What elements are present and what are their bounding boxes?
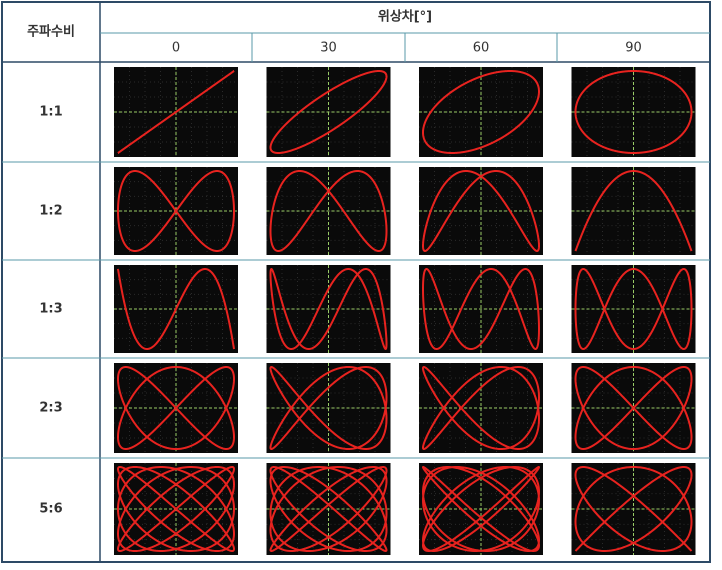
lissajous-figure bbox=[421, 465, 541, 553]
lissajous-figure bbox=[269, 465, 388, 553]
ratio-label: 2:3 bbox=[39, 401, 62, 416]
lissajous-figure bbox=[269, 170, 388, 252]
phase-label: 30 bbox=[320, 41, 337, 56]
phase-header: 위상차[°] bbox=[378, 9, 432, 25]
lissajous-figure bbox=[117, 268, 235, 350]
ratio-label: 1:3 bbox=[39, 302, 62, 317]
lissajous-figure bbox=[574, 268, 693, 351]
lissajous-figure bbox=[269, 365, 388, 451]
lissajous-figure bbox=[269, 267, 388, 351]
lissajous-figure bbox=[117, 170, 235, 252]
ratio-label: 1:1 bbox=[39, 105, 62, 120]
lissajous-figure bbox=[422, 70, 540, 154]
lissajous-figure bbox=[574, 365, 693, 451]
ratio-label: 5:6 bbox=[39, 502, 62, 517]
lissajous-figure bbox=[421, 365, 541, 451]
lissajous-figure bbox=[117, 70, 235, 154]
lissajous-figure bbox=[116, 365, 236, 451]
lissajous-figure bbox=[422, 267, 540, 351]
lissajous-figure bbox=[269, 70, 388, 154]
lissajous-figure bbox=[116, 465, 236, 553]
lissajous-figure bbox=[574, 70, 693, 154]
ratio-header: 주파수비 bbox=[27, 25, 75, 40]
phase-label: 60 bbox=[473, 41, 490, 56]
lissajous-figure bbox=[574, 170, 693, 252]
lissajous-figure bbox=[574, 465, 693, 552]
phase-label: 0 bbox=[172, 41, 180, 56]
ratio-label: 1:2 bbox=[39, 204, 62, 219]
phase-label: 90 bbox=[625, 41, 642, 56]
lissajous-figure bbox=[422, 170, 540, 252]
